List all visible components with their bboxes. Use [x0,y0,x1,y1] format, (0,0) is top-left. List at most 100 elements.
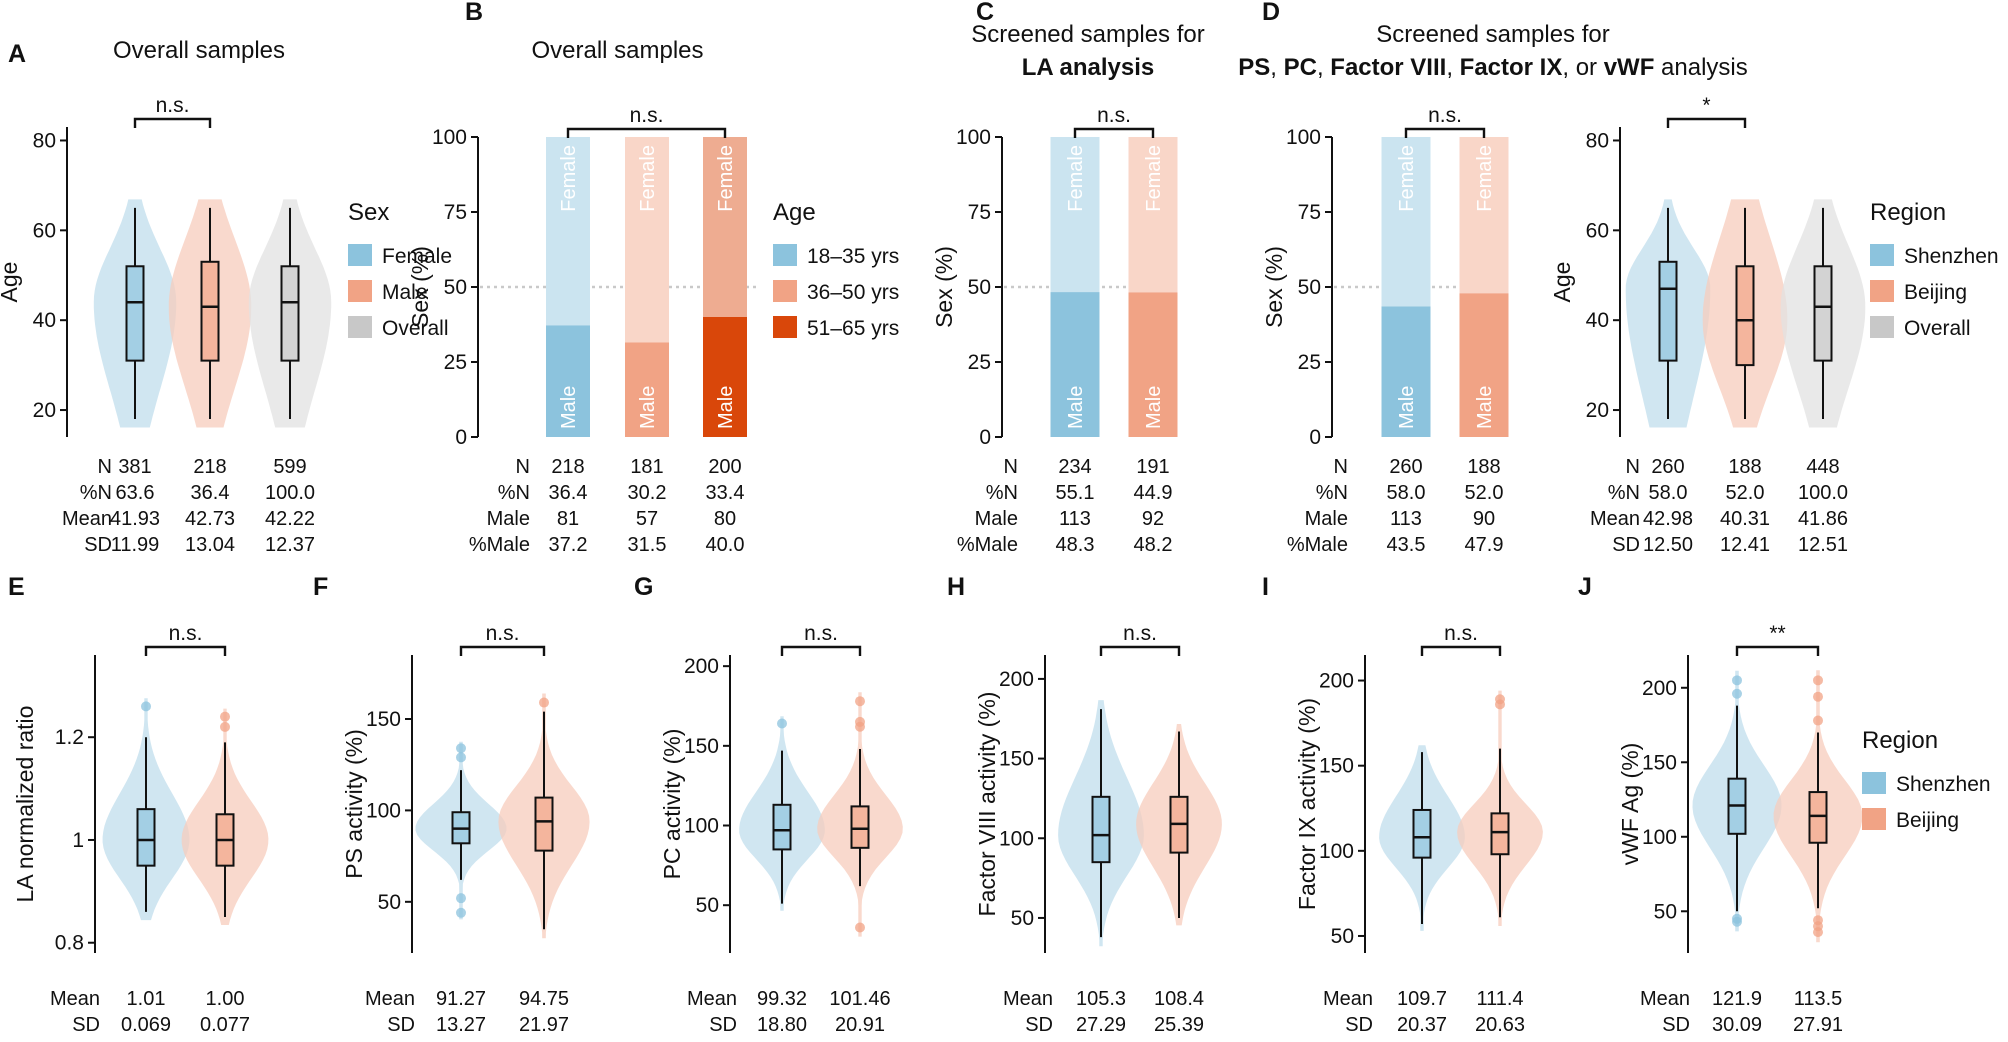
outlier-point [1813,691,1823,702]
stat-value: 381 [118,456,151,478]
stat-value: 57 [636,508,658,530]
y-tick-label: 200 [684,655,719,678]
y-tick-label: 100 [432,126,467,149]
stat-value: 44.9 [1134,482,1173,504]
bar-male-label: Male [1396,386,1418,429]
panel-J: J 50 100 150 200 vWF Ag (%) ** Mean 121.9 113.5 SD… [1578,573,1991,1036]
y-tick-label: 100 [999,827,1034,850]
legend-swatch [348,244,372,266]
stat-value: 105.3 [1076,988,1126,1010]
panel-title: Screened samples for [1376,21,1609,48]
y-tick-label: 80 [33,129,56,152]
box [1412,808,1432,859]
stat-value: 92 [1142,508,1164,530]
legend-item-label: Overall [382,317,449,340]
stat-value: 37.2 [549,534,588,556]
stat-value: 27.91 [1793,1014,1843,1036]
panel-label: J [1578,573,1592,601]
stat-value: 113 [1390,508,1422,530]
stat-row-label: Male [487,508,530,530]
bar-male-label: Male [1065,386,1087,429]
stat-value: 101.46 [829,988,890,1010]
y-tick-label: 100 [1642,826,1677,849]
bar-male-label: Male [637,386,659,429]
stat-row-label: %N [1608,482,1640,504]
y-tick-label: 0.8 [55,932,84,955]
stat-value: 18.80 [757,1014,807,1036]
significance-label: n.s. [1428,104,1462,127]
legend-item-label: Beijing [1896,809,1959,832]
outlier-point [456,907,466,918]
y-tick-label: 50 [1011,907,1034,930]
y-axis-label: vWF Ag (%) [1617,743,1643,866]
stat-value: 188 [1467,456,1500,478]
stat-value: 12.37 [265,534,315,556]
y-tick-label: 50 [1331,925,1354,948]
panel-label: E [8,573,25,601]
significance-label: n.s. [486,622,520,645]
stat-value: 108.4 [1154,988,1204,1010]
stat-row-label: %N [1316,482,1348,504]
legend-item-label: Female [382,245,452,268]
y-tick-label: 75 [968,201,991,224]
stat-row-label: N [1626,456,1640,478]
box [534,796,554,852]
y-axis-label: PS activity (%) [341,729,367,879]
y-axis-label: Sex (%) [407,246,433,328]
stat-value: 30.2 [628,482,667,504]
legend-item-label: 18–35 yrs [807,245,899,268]
y-tick-label: 150 [1319,755,1354,778]
legend-swatch [1862,808,1886,830]
stat-row-label: Mean [687,988,737,1010]
y-axis-label: Age [1549,262,1575,303]
y-tick-label: 50 [968,276,991,299]
box [1091,795,1111,864]
significance-label: n.s. [156,94,190,117]
outlier-point [456,752,466,763]
stat-value: 42.98 [1643,508,1693,530]
y-tick-label: 0 [1309,426,1321,449]
stat-value: 0.069 [121,1014,171,1036]
significance-bracket [780,645,862,656]
significance-label: n.s. [630,104,664,127]
stat-row-label: Mean [1323,988,1373,1010]
panel-label: F [313,573,328,601]
stat-value: 100.0 [265,482,315,504]
panel-label: I [1262,573,1269,601]
bar-female-label: Female [1474,145,1496,212]
stat-value: 100.0 [1798,482,1848,504]
panel-A: A Overall samples 20 40 60 80 Age n.s. N 381 218 59… [0,37,452,556]
y-tick-label: 80 [1586,129,1609,152]
y-tick-label: 150 [1642,751,1677,774]
panel-D2: 20 40 60 80 Age * N 260 188 448 %N 58.0 52.0 100.0 Mea… [1549,94,1999,556]
stat-value: 188 [1728,456,1761,478]
outlier-point [855,696,865,707]
outlier-point [1732,688,1742,699]
y-tick-label: 150 [999,748,1034,771]
stat-value: 21.97 [519,1014,569,1036]
stat-value: 191 [1136,456,1169,478]
y-tick-label: 100 [1286,126,1321,149]
legend-title: Sex [348,199,389,226]
stat-value: 111.4 [1476,988,1523,1010]
stat-value: 20.91 [835,1014,885,1036]
stat-row-label: N [98,456,112,478]
panel-label: C [976,0,994,26]
box [1735,265,1755,367]
bar-male [1381,306,1431,437]
bar-male [1128,292,1178,437]
significance-bracket [1735,645,1820,656]
legend: Region Shenzhen Beijing [1862,727,1991,832]
stat-value: 260 [1651,456,1684,478]
panel-title: Overall samples [113,37,285,64]
stat-value: 20.37 [1397,1014,1447,1036]
significance-label: ** [1769,622,1785,645]
outlier-point [855,716,865,727]
stat-row-label: Male [975,508,1018,530]
stat-value: 27.29 [1076,1014,1126,1036]
stat-value: 94.75 [519,988,569,1010]
stat-row-label: Mean [365,988,415,1010]
box [280,265,300,362]
outlier-point [456,743,466,754]
